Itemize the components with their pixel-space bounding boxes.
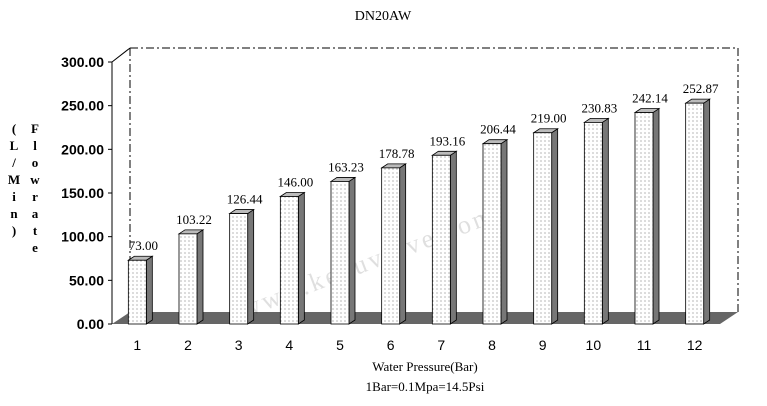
y-axis-label-char: o (32, 155, 39, 170)
bar-side-face (601, 117, 609, 325)
x-ticks: 1 2 3 4 5 6 7 8 9 10 11 12 (133, 337, 702, 353)
bar-front-face (482, 143, 502, 325)
x-tick-label: 6 (387, 337, 395, 353)
bar: 73.00 (127, 238, 158, 325)
y-axis-label-char: M (8, 172, 20, 187)
x-tick-label: 1 (133, 337, 141, 353)
bar-front-face (381, 167, 401, 325)
bar-front-face (634, 112, 654, 325)
x-axis-label: Water Pressure(Bar) (372, 359, 477, 374)
bar-side-face (247, 208, 255, 325)
bar: 126.44 (227, 192, 263, 325)
y-tick-label: 300.00 (61, 54, 104, 70)
bar: 242.14 (632, 91, 668, 325)
bar-side-face (196, 229, 204, 325)
bar: 163.23 (328, 159, 364, 325)
x-tick-label: 3 (235, 337, 243, 353)
bar: 219.00 (531, 111, 567, 325)
bar: 178.78 (379, 146, 415, 325)
watermark: www.keyuvalve.com (237, 200, 500, 324)
x-tick-label: 5 (336, 337, 344, 353)
y-axis-label-char: n (10, 206, 18, 221)
data-label: 163.23 (328, 159, 364, 174)
y-axis-label-unit: ( L / Min) (8, 121, 20, 238)
bar-side-face (297, 191, 305, 325)
y-axis-label-char: e (32, 240, 38, 255)
data-label: 126.44 (227, 192, 263, 207)
y-tick-label: 150.00 (61, 185, 104, 201)
bar: 230.83 (581, 100, 617, 325)
x-axis-note: 1Bar=0.1Mpa=14.5Psi (366, 379, 485, 394)
y-tick-label: 50.00 (69, 272, 104, 288)
data-label: 206.44 (480, 122, 516, 137)
y-axis-label-char: i (12, 189, 16, 204)
data-label: 103.22 (176, 212, 212, 227)
bar-side-face (703, 98, 711, 325)
data-label: 193.16 (429, 133, 465, 148)
bar-front-face (583, 122, 603, 325)
y-axis-label-char: ( (12, 121, 16, 136)
bar-front-face (178, 233, 198, 325)
bar-front-face (279, 196, 299, 325)
data-label: 242.14 (632, 91, 668, 106)
bar-front-face (330, 181, 350, 325)
y-axis-label-char: ) (12, 223, 16, 238)
watermark-text: www.keyuvalve.com (237, 200, 500, 324)
x-tick-label: 11 (637, 337, 652, 353)
chart-title: DN20AW (355, 9, 412, 24)
y-tick-label: 100.00 (61, 229, 104, 245)
y-tick-label: 250.00 (61, 98, 104, 114)
x-tick-label: 8 (488, 337, 496, 353)
y-axis-label-char: r (32, 189, 38, 204)
y-tick-label: 200.00 (61, 141, 104, 157)
bar-side-face (348, 176, 356, 325)
bar-side-face (449, 150, 457, 325)
y-axis-label-char: L (10, 138, 19, 153)
bar: 146.00 (277, 174, 313, 325)
bar-side-face (145, 255, 153, 325)
bar-front-face (685, 102, 705, 325)
y-axis-label-char: t (33, 223, 38, 238)
data-label: 178.78 (379, 146, 415, 161)
data-label: 73.00 (129, 238, 158, 253)
bar-side-face (652, 107, 660, 325)
bar-side-face (500, 138, 508, 325)
y-axis-label-char: a (32, 206, 39, 221)
bar-side-face (399, 163, 407, 325)
bar: 252.87 (683, 81, 719, 325)
bar-front-face (229, 213, 249, 325)
y-axis-label-char: w (30, 172, 40, 187)
chart-floor (112, 312, 738, 324)
data-label: 252.87 (683, 81, 719, 96)
bar-front-face (431, 154, 451, 325)
bar-front-face (127, 259, 147, 325)
data-label: 146.00 (277, 174, 313, 189)
data-label: 219.00 (531, 111, 567, 126)
x-tick-label: 4 (285, 337, 293, 353)
bars: 73.00 103.22 126.44 146.00 163.23 178.78 193.1… (127, 81, 719, 325)
y-axis-label-char: F (31, 121, 39, 136)
y-axis-label-char: / (11, 155, 16, 170)
x-tick-label: 9 (539, 337, 547, 353)
x-tick-label: 7 (437, 337, 445, 353)
bar: 103.22 (176, 212, 212, 325)
bar-front-face (533, 132, 553, 325)
bar-side-face (551, 127, 559, 325)
x-tick-label: 12 (687, 337, 703, 353)
x-tick-label: 10 (586, 337, 602, 353)
y-tick-label: 0.00 (77, 316, 104, 332)
data-label: 230.83 (581, 100, 617, 115)
x-tick-label: 2 (184, 337, 192, 353)
bar: 206.44 (480, 122, 516, 325)
y-ticks: 0.00 50.00 100.00 150.00 200.00 250.00 300.00 (61, 54, 112, 332)
bar: 193.16 (429, 133, 466, 325)
y-axis-label-char: l (33, 138, 37, 153)
